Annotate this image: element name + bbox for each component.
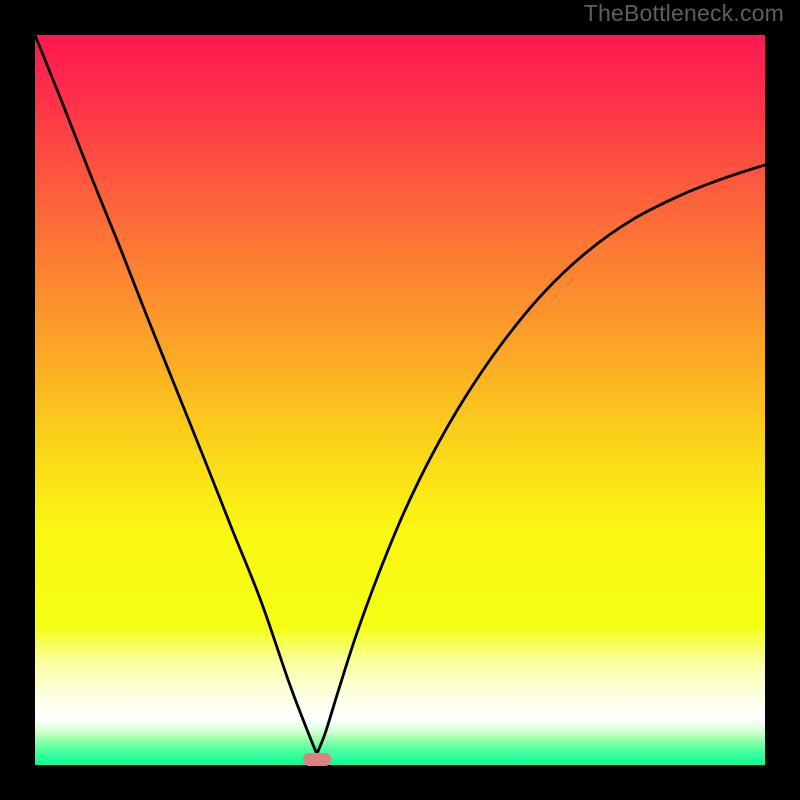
minimum-marker (303, 753, 331, 766)
curve-overlay (35, 35, 765, 765)
plot-area (35, 35, 765, 765)
watermark-text: TheBottleneck.com (584, 0, 784, 27)
chart-container: TheBottleneck.com (0, 0, 800, 800)
